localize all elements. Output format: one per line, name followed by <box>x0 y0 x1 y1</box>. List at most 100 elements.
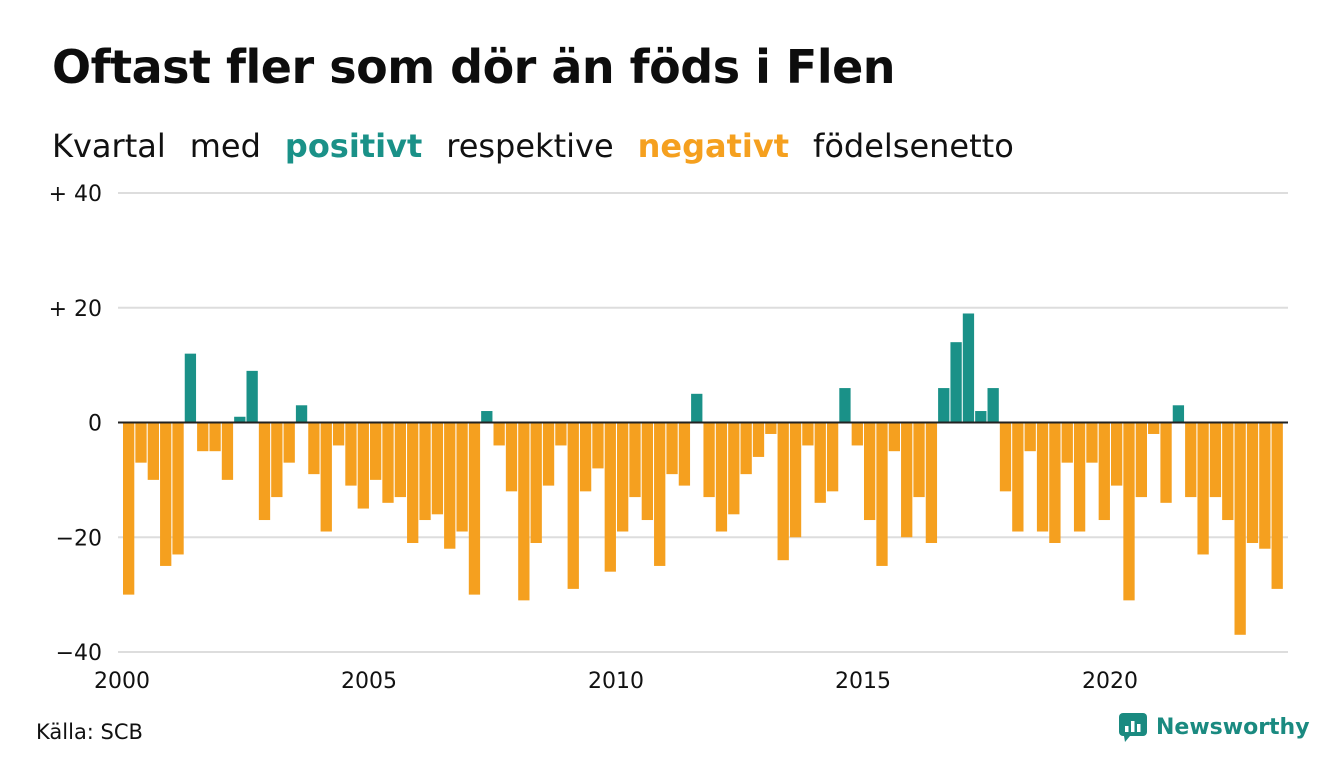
bar-positive <box>246 370 258 423</box>
bar-negative <box>370 422 382 480</box>
bar-negative <box>258 422 271 521</box>
bar-negative <box>407 422 419 543</box>
bar-negative <box>1185 422 1197 498</box>
bar-positive <box>184 353 197 423</box>
bar-positive <box>1172 405 1185 423</box>
bar-negative <box>1061 422 1073 463</box>
bar-negative <box>123 422 135 595</box>
bar-negative <box>357 422 369 509</box>
bar-negative <box>542 422 555 486</box>
chart-subtitle: Kvartal med positivt respektive negativt föde… <box>52 127 1038 165</box>
bar-negative <box>592 422 604 469</box>
bar-positive <box>234 416 246 423</box>
bar-negative <box>901 422 913 538</box>
bar-negative <box>221 422 234 480</box>
bar-positive <box>950 342 962 423</box>
bar-negative <box>703 422 715 498</box>
bar-negative <box>493 422 505 446</box>
bar-negative <box>1222 422 1234 521</box>
bar-negative <box>456 422 468 532</box>
bar-negative <box>913 422 925 498</box>
bar-negative <box>629 422 641 498</box>
bar-negative <box>826 422 839 492</box>
bar-negative <box>172 422 184 555</box>
bar-negative <box>765 422 777 434</box>
bar-negative <box>876 422 888 566</box>
bar-negative <box>1160 422 1172 503</box>
bar-positive <box>962 313 975 423</box>
bar-negative <box>135 422 147 463</box>
bar-negative <box>604 422 616 572</box>
y-tick-label: −20 <box>56 526 102 551</box>
bar-negative <box>654 422 666 566</box>
bar-negative <box>666 422 678 475</box>
subtitle-positive-label: positivt <box>284 127 423 165</box>
bar-negative <box>641 422 653 521</box>
bar-negative <box>1148 422 1160 434</box>
y-tick-label: + 20 <box>49 297 102 322</box>
chart-title: Oftast fler som dör än föds i Flen <box>52 40 896 94</box>
bar-negative <box>1259 422 1271 549</box>
bar-negative <box>851 422 863 446</box>
bar-negative <box>468 422 481 595</box>
x-tick-label: 2010 <box>588 669 644 694</box>
subtitle-word: Kvartal <box>52 127 166 165</box>
bar-negative <box>1209 422 1222 498</box>
bar-negative <box>555 422 567 446</box>
bar-negative <box>1024 422 1036 452</box>
bar-positive <box>987 388 999 423</box>
bar-negative <box>789 422 802 538</box>
x-tick-label: 2020 <box>1082 669 1138 694</box>
bar-negative <box>1049 422 1061 543</box>
bar-negative <box>1197 422 1209 555</box>
x-tick-label: 2015 <box>835 669 891 694</box>
bar-negative <box>209 422 221 452</box>
bar-negative <box>678 422 691 486</box>
bar-negative <box>419 422 431 521</box>
bar-negative <box>1086 422 1098 463</box>
bar-negative <box>530 422 542 543</box>
source-note: Källa: SCB <box>36 720 143 744</box>
bar-negative <box>925 422 938 543</box>
bar-negative <box>579 422 592 492</box>
bar-negative <box>777 422 789 561</box>
brand-logo: Newsworthy <box>1118 712 1310 742</box>
bar-positive <box>938 388 950 423</box>
x-tick-label: 2005 <box>341 669 397 694</box>
bar-negative <box>1111 422 1123 486</box>
bar-negative <box>345 422 357 486</box>
bar-negative <box>518 422 530 601</box>
bar-negative <box>752 422 765 457</box>
bar-negative <box>567 422 579 589</box>
bar-negative <box>1098 422 1110 521</box>
y-tick-label: −40 <box>56 641 102 666</box>
bar-negative <box>320 422 332 532</box>
bar-negative <box>1012 422 1024 532</box>
bar-negative <box>394 422 406 498</box>
bar-negative <box>505 422 518 492</box>
x-tick-label: 2000 <box>94 669 150 694</box>
subtitle-word: med <box>189 127 261 165</box>
bar-negative <box>382 422 394 503</box>
bar-negative <box>160 422 172 566</box>
bar-negative <box>999 422 1012 492</box>
bar-negative <box>740 422 752 475</box>
bar-negative <box>1246 422 1259 543</box>
y-tick-label: + 40 <box>49 182 102 207</box>
bar-negative <box>864 422 876 521</box>
subtitle-word: födelsenetto <box>813 127 1014 165</box>
bar-negative <box>1073 422 1086 532</box>
bar-negative <box>197 422 209 452</box>
bar-negative <box>1123 422 1135 601</box>
bar-negative <box>283 422 295 463</box>
bar-positive <box>691 393 703 423</box>
bar-negative <box>715 422 728 532</box>
bar-positive <box>295 405 308 423</box>
bar-negative <box>271 422 283 498</box>
bar-negative <box>1271 422 1283 589</box>
bar-negative <box>802 422 814 446</box>
bar-positive <box>839 388 851 423</box>
bar-negative <box>444 422 456 549</box>
bar-negative <box>617 422 629 532</box>
y-tick-label: 0 <box>88 412 102 437</box>
